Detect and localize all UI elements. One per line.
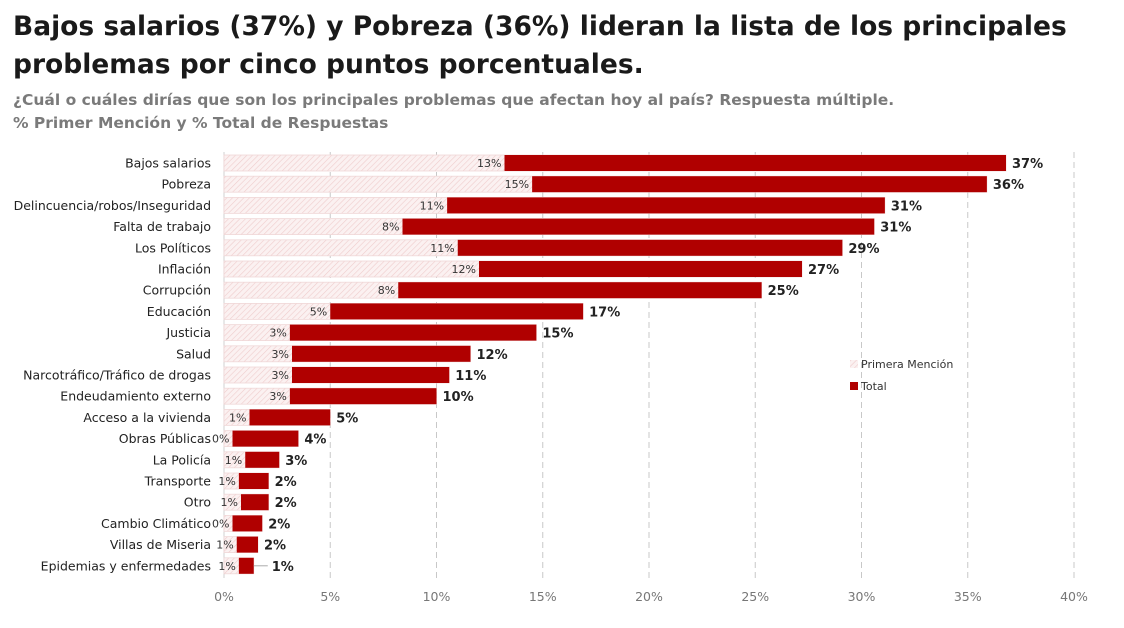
primera-mencion-label: 3% [269,390,286,403]
primera-mencion-label: 3% [269,327,286,340]
category-label: Cambio Climático [101,516,211,531]
total-label: 25% [768,284,799,299]
bar-total [289,324,537,341]
total-label: 37% [1012,157,1043,172]
category-label: Bajos salarios [125,156,211,171]
primera-mencion-label: 3% [272,348,289,361]
category-label: Justicia [165,325,211,340]
total-label: 2% [268,517,290,532]
bar-total [245,451,280,468]
chart-subtitle: ¿Cuál o cuáles dirías que son los princi… [13,89,894,135]
x-tick-label: 35% [954,589,982,604]
category-label: Transporte [144,474,212,489]
total-label: 2% [275,475,297,490]
legend-swatch [850,382,858,390]
category-label: Narcotráfico/Tráfico de drogas [23,368,211,383]
total-label: 27% [808,263,839,278]
x-tick-label: 10% [423,589,451,604]
primera-mencion-label: 15% [505,178,529,191]
chart-title: Bajos salarios (37%) y Pobreza (36%) lid… [13,11,1067,80]
x-tick-label: 0% [214,589,234,604]
x-tick-label: 20% [635,589,663,604]
category-label: Corrupción [143,283,211,298]
primera-mencion-label: 0% [212,517,229,530]
bar-total [402,218,875,235]
x-tick-label: 25% [741,589,769,604]
category-label: Otro [184,495,211,510]
primera-mencion-label: 1% [229,411,246,424]
primera-mencion-label: 8% [382,221,399,234]
bar-total [292,345,471,362]
bar-total [292,367,450,383]
category-label: Salud [176,346,211,361]
primera-mencion-label: 1% [221,496,238,509]
category-label: Acceso a la vivienda [83,410,211,425]
total-label: 2% [264,539,286,554]
bar-total [504,155,1006,171]
bar-total [289,388,437,405]
category-label: Delincuencia/robos/Inseguridad [14,198,211,213]
bar-total [398,282,762,299]
total-label: 12% [477,348,508,363]
primera-mencion-label: 1% [225,454,242,467]
bar-total [447,197,885,214]
primera-mencion-label: 11% [430,242,454,255]
category-label: Villas de Miseria [110,537,211,552]
total-label: 11% [455,369,486,384]
x-tick-label: 15% [529,589,557,604]
total-label: 2% [275,496,297,511]
bar-total [479,261,802,277]
category-label: Epidemias y enfermedades [41,558,211,573]
bar-total [238,473,269,489]
primera-mencion-label: 1% [218,560,235,573]
primera-mencion-label: 1% [218,475,235,488]
category-label: Educación [147,304,211,319]
x-tick-label: 40% [1060,589,1088,604]
primera-mencion-label: 1% [216,539,233,552]
category-label: Los Políticos [135,240,211,255]
total-label: 4% [304,433,326,448]
bar-total [249,409,331,426]
primera-mencion-label: 5% [310,305,327,318]
legend-label: Primera Mención [861,358,953,371]
bar-total [238,557,254,574]
primera-mencion-label: 8% [378,284,395,297]
x-tick-label: 30% [848,589,876,604]
total-label: 15% [542,327,573,342]
bar-total [241,494,269,511]
total-label: 31% [891,199,922,214]
category-label: Obras Públicas [119,431,211,446]
total-label: 5% [336,411,358,426]
bar-total [236,536,258,553]
total-label: 31% [880,221,911,236]
primera-mencion-label: 0% [212,433,229,446]
x-tick-label: 5% [320,589,340,604]
legend-swatch [850,360,858,368]
legend-label: Total [860,380,887,393]
primera-mencion-label: 13% [477,157,501,170]
total-label: 10% [443,390,474,405]
category-label: Inflación [158,262,211,277]
subtitle-measure: % Primer Mención y % Total de Respuestas [13,114,389,132]
primera-mencion-label: 11% [420,199,444,212]
bar-total [232,515,263,532]
bar-total [457,239,843,256]
total-label: 29% [848,242,879,257]
category-label: Pobreza [162,177,211,192]
total-label: 17% [589,305,620,320]
primera-mencion-label: 3% [272,369,289,382]
total-label: 1% [272,560,294,575]
subtitle-question: ¿Cuál o cuáles dirías que son los princi… [13,91,895,109]
bar-total [232,430,299,447]
total-label: 3% [285,454,307,469]
bar-total [330,303,584,320]
category-label: Falta de trabajo [113,219,211,234]
category-label: La Policía [153,452,211,467]
category-label: Endeudamiento externo [60,389,211,404]
total-label: 36% [993,178,1024,193]
bar-total [532,176,987,193]
primera-mencion-label: 12% [452,263,476,276]
